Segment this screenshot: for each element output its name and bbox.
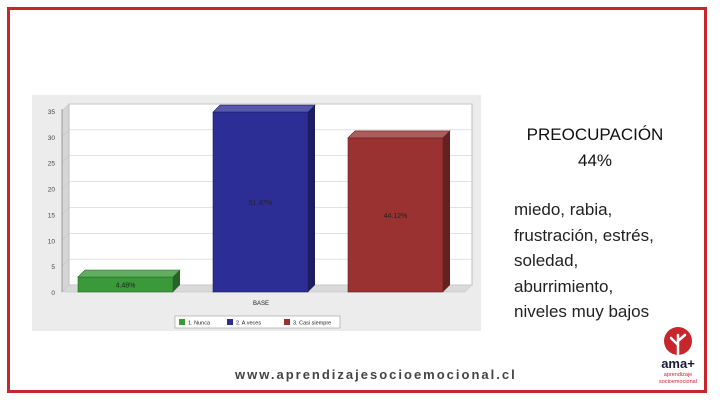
y-tick-label: 25: [48, 161, 56, 168]
y-tick-label: 10: [48, 238, 56, 245]
desc-line-4: aburrimiento,: [514, 276, 614, 296]
legend-label-3: 3. Casi siempre: [293, 321, 331, 327]
website-link[interactable]: www.aprendizajesocioemocional.cl: [235, 367, 517, 382]
logo-tagline-2: socioemocional: [659, 379, 697, 385]
desc-line-2: frustración, estrés,: [514, 225, 654, 245]
bar-side-2: [308, 105, 315, 292]
chart-side-wall: [62, 104, 69, 292]
legend-swatch-2: [227, 319, 233, 325]
data-label-2: 51.47%: [249, 200, 273, 207]
legend-swatch-1: [179, 319, 185, 325]
x-axis-label: BASE: [253, 301, 269, 307]
gridline-depth: [61, 207, 70, 215]
logo-tagline-1: aprendizaje: [664, 372, 692, 378]
bar-side-3: [443, 130, 450, 292]
legend-label-2: 2. A veces: [236, 321, 261, 327]
legend-box: [174, 315, 341, 329]
bar-side-1: [173, 270, 180, 292]
desc-line-1: miedo, rabia,: [514, 200, 613, 219]
gridline-depth: [61, 258, 70, 267]
gridline-depth: [61, 103, 70, 112]
bar-chart: 0 5 10 15 20 25 30 35 4.48% 51.47% 44.12% BASE 1. Nu…: [32, 95, 481, 331]
y-tick-label: 20: [48, 187, 56, 194]
data-label-1: 4.48%: [116, 283, 136, 290]
bar-top-3: [347, 130, 451, 139]
y-tick-label: 35: [48, 109, 56, 116]
bar-2: [212, 111, 309, 293]
y-tick-label: 15: [48, 212, 56, 219]
y-tick-label: 5: [51, 264, 55, 271]
bar-top-2: [212, 104, 316, 113]
slide-frame: [7, 7, 707, 393]
legend-label-1: 1. Nunca: [188, 321, 211, 327]
gridline-depth: [61, 129, 70, 138]
topic-description: miedo, rabia, frustración, estrés, soled…: [514, 197, 704, 325]
legend-swatch-3: [284, 319, 290, 325]
topic-title: PREOCUPACIÓN 44%: [510, 122, 680, 174]
y-tick-label: 0: [51, 290, 55, 297]
gridline-depth: [61, 284, 70, 293]
desc-line-3: soledad,: [514, 251, 579, 270]
ama-logo: ama+ aprendizaje socioemocional: [659, 327, 697, 385]
logo-brand: ama+: [661, 356, 695, 371]
data-label-3: 44.12%: [384, 213, 408, 220]
topic-title-name: PREOCUPACIÓN: [526, 125, 664, 144]
gridline-depth: [61, 233, 70, 241]
gridline-depth: [61, 155, 70, 163]
y-tick-label: 30: [48, 135, 56, 142]
desc-line-5: niveles muy bajos: [514, 302, 650, 321]
gridline-depth: [61, 181, 70, 189]
bar-3: [347, 137, 444, 293]
bar-top-1: [77, 269, 181, 278]
topic-title-percent: 44%: [577, 151, 613, 170]
